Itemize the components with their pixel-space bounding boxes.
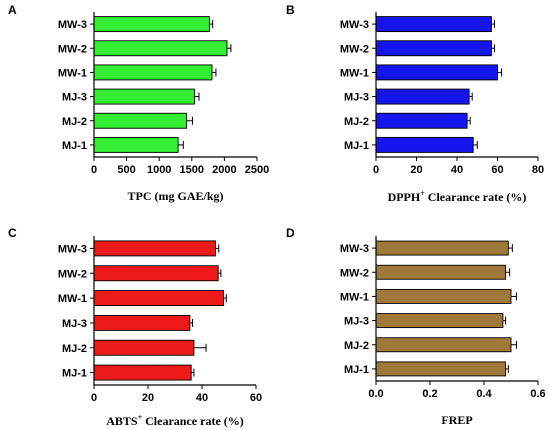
x-axis-label: ABTS+ Clearance rate (%) xyxy=(106,413,244,428)
category-label: MW-2 xyxy=(58,268,87,280)
category-label: MW-3 xyxy=(340,243,369,255)
category-label: MW-3 xyxy=(340,19,369,31)
panel-label: A xyxy=(8,3,17,17)
bar xyxy=(375,64,498,81)
x-tick-label: 0.4 xyxy=(476,388,492,400)
x-tick-label: 0 xyxy=(373,164,379,176)
bar xyxy=(375,40,492,57)
x-tick-label: 20 xyxy=(410,164,422,176)
bar xyxy=(93,112,188,129)
category-label: MW-1 xyxy=(58,67,87,79)
panel-label: B xyxy=(286,3,295,17)
bar xyxy=(93,290,225,307)
x-tick-label: 2500 xyxy=(245,164,269,176)
x-tick-label: 2000 xyxy=(212,164,236,176)
chart-panel-a: A MJ-1 MJ-2 MJ-3 MW-1 MW-2 MW-3 0 500 1000 1500 200… xyxy=(8,3,269,203)
bar xyxy=(93,16,210,33)
bar xyxy=(375,313,504,329)
bar xyxy=(375,288,512,304)
category-label: MW-2 xyxy=(340,43,369,55)
x-tick-label: 1000 xyxy=(147,164,171,176)
category-label: MJ-3 xyxy=(344,316,369,328)
category-label: MW-1 xyxy=(58,293,87,305)
x-tick-label: 60 xyxy=(250,392,262,404)
x-axis-label: TPC (mg GAE/kg) xyxy=(128,189,224,203)
category-label: MJ-2 xyxy=(344,116,369,128)
x-tick-label: 60 xyxy=(491,164,503,176)
bar xyxy=(375,337,512,353)
bar xyxy=(93,88,195,105)
panel-label: C xyxy=(8,226,17,240)
x-tick-label: 0 xyxy=(91,392,97,404)
category-label: MJ-1 xyxy=(344,140,369,152)
chart-panel-c: C MJ-1 MJ-2 MJ-3 MW-1 MW-2 MW-3 0 20 40 60 ABTS+ Cl… xyxy=(8,226,262,428)
x-tick-label: 0.6 xyxy=(530,388,545,400)
category-label: MJ-2 xyxy=(62,343,87,355)
category-label: MJ-3 xyxy=(62,92,87,104)
category-label: MW-3 xyxy=(58,243,87,255)
bar xyxy=(93,40,228,57)
x-tick-label: 20 xyxy=(142,392,154,404)
category-label: MJ-1 xyxy=(344,364,369,376)
bar xyxy=(93,265,219,282)
x-tick-label: 0.2 xyxy=(422,388,437,400)
chart-panel-b: B MJ-1 MJ-2 MJ-3 MW-1 MW-2 MW-3 0 20 40 60 80 DPPH+ … xyxy=(286,3,544,204)
x-tick-label: 500 xyxy=(117,164,135,176)
bar xyxy=(375,361,507,377)
category-label: MW-3 xyxy=(58,19,87,31)
bar xyxy=(375,88,470,105)
bar xyxy=(375,136,474,153)
bar xyxy=(93,64,213,81)
x-tick-label: 40 xyxy=(196,392,208,404)
bar xyxy=(375,264,507,280)
x-tick-label: 40 xyxy=(451,164,463,176)
bar xyxy=(93,136,179,153)
bar xyxy=(93,339,195,356)
category-label: MW-1 xyxy=(340,67,369,79)
category-label: MW-2 xyxy=(340,267,369,279)
bar xyxy=(375,240,509,256)
category-label: MJ-2 xyxy=(344,340,369,352)
bar xyxy=(93,314,191,331)
panel-label: D xyxy=(286,226,295,240)
bar xyxy=(375,16,492,33)
category-label: MJ-3 xyxy=(62,318,87,330)
category-label: MJ-1 xyxy=(62,140,87,152)
bar xyxy=(93,364,192,381)
category-label: MJ-3 xyxy=(344,92,369,104)
bar xyxy=(375,112,468,129)
category-label: MJ-1 xyxy=(62,368,87,380)
category-label: MJ-2 xyxy=(62,116,87,128)
x-tick-label: 0.0 xyxy=(368,388,383,400)
x-axis-label: DPPH+ Clearance rate (%) xyxy=(388,189,527,204)
x-tick-label: 80 xyxy=(532,164,544,176)
chart-panel-d: D MJ-1 MJ-2 MJ-3 MW-1 MW-2 MW-3 0.0 0.2 0.4 0.6 FRE… xyxy=(286,226,546,427)
x-axis-label: FREP xyxy=(441,413,472,427)
x-tick-label: 0 xyxy=(91,164,97,176)
x-tick-label: 1500 xyxy=(180,164,204,176)
category-label: MW-1 xyxy=(340,291,369,303)
bar xyxy=(93,240,216,257)
category-label: MW-2 xyxy=(58,43,87,55)
